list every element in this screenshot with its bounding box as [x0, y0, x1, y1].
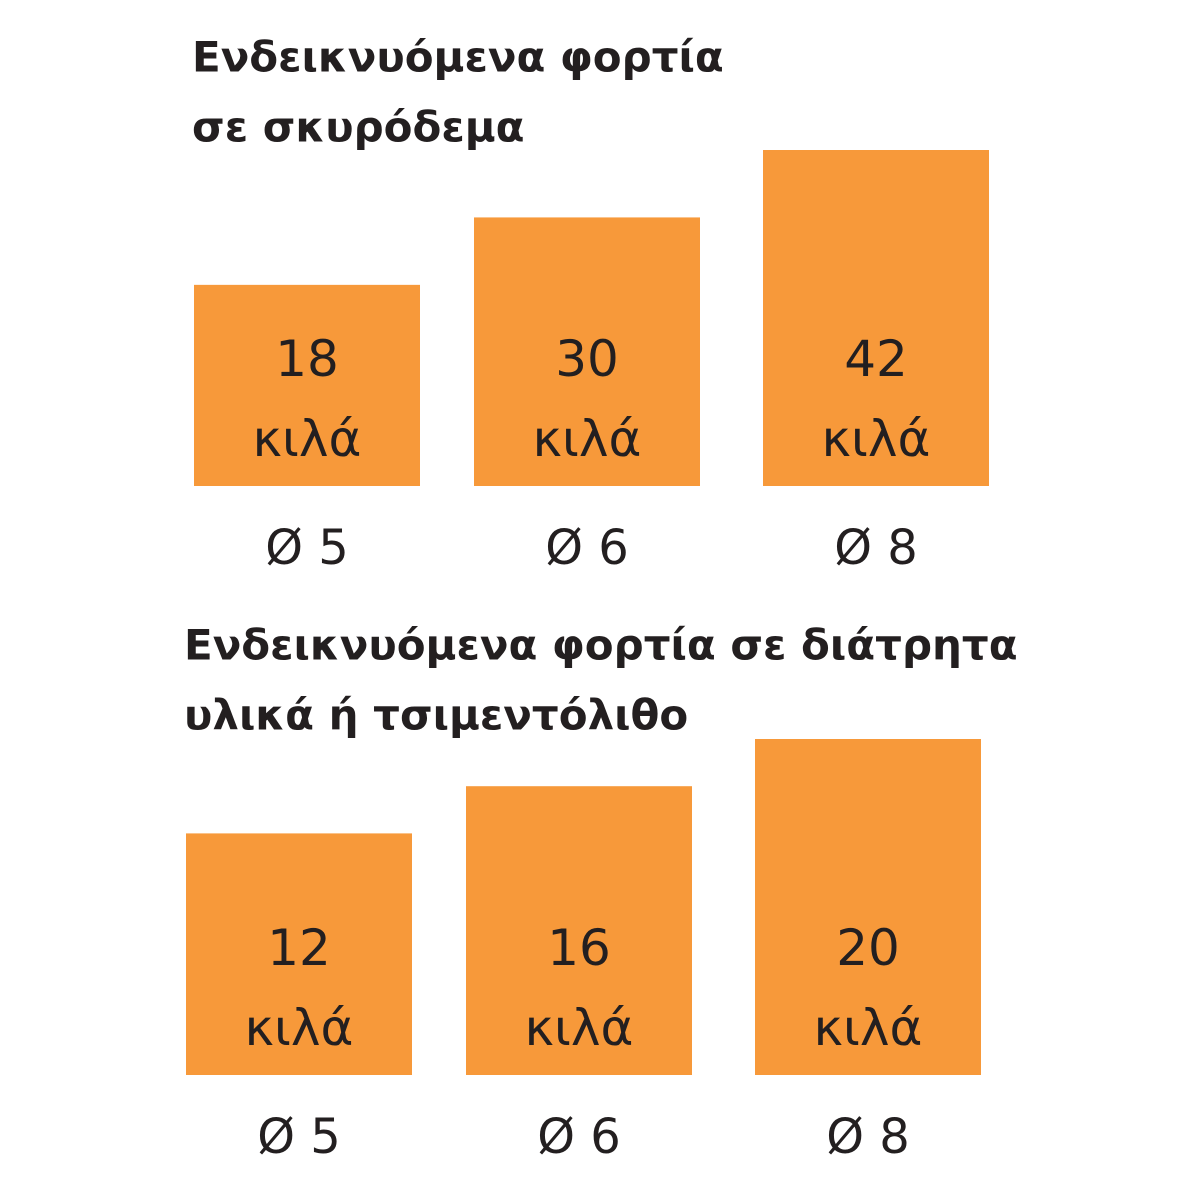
unit-label: κιλά	[533, 410, 642, 468]
category-label: Ø 6	[545, 520, 629, 576]
value-label: 20	[836, 919, 900, 977]
bar	[194, 284, 420, 486]
unit-label: κιλά	[822, 410, 931, 468]
value-label: 42	[844, 330, 908, 388]
value-label: 12	[267, 919, 331, 977]
value-label: 16	[547, 919, 611, 977]
unit-label: κιλά	[814, 999, 923, 1057]
category-label: Ø 5	[265, 520, 349, 576]
category-label: Ø 8	[834, 520, 918, 576]
unit-label: κιλά	[253, 410, 362, 468]
chart-title: σε σκυρόδεμα	[192, 103, 525, 152]
bar	[466, 786, 692, 1075]
chart-title: υλικά ή τσιμεντόλιθο	[184, 691, 688, 740]
category-label: Ø 6	[537, 1109, 621, 1165]
bar	[763, 150, 989, 486]
value-label: 18	[275, 330, 339, 388]
chart-title: Ενδεικνυόμενα φορτία σε διάτρητα	[184, 621, 1018, 670]
category-label: Ø 8	[826, 1109, 910, 1165]
bar	[186, 833, 412, 1075]
bar	[474, 217, 700, 486]
unit-label: κιλά	[245, 999, 354, 1057]
category-label: Ø 5	[257, 1109, 341, 1165]
value-label: 30	[555, 330, 619, 388]
unit-label: κιλά	[525, 999, 634, 1057]
bar	[755, 739, 981, 1075]
chart-title: Ενδεικνυόμενα φορτία	[192, 33, 724, 82]
